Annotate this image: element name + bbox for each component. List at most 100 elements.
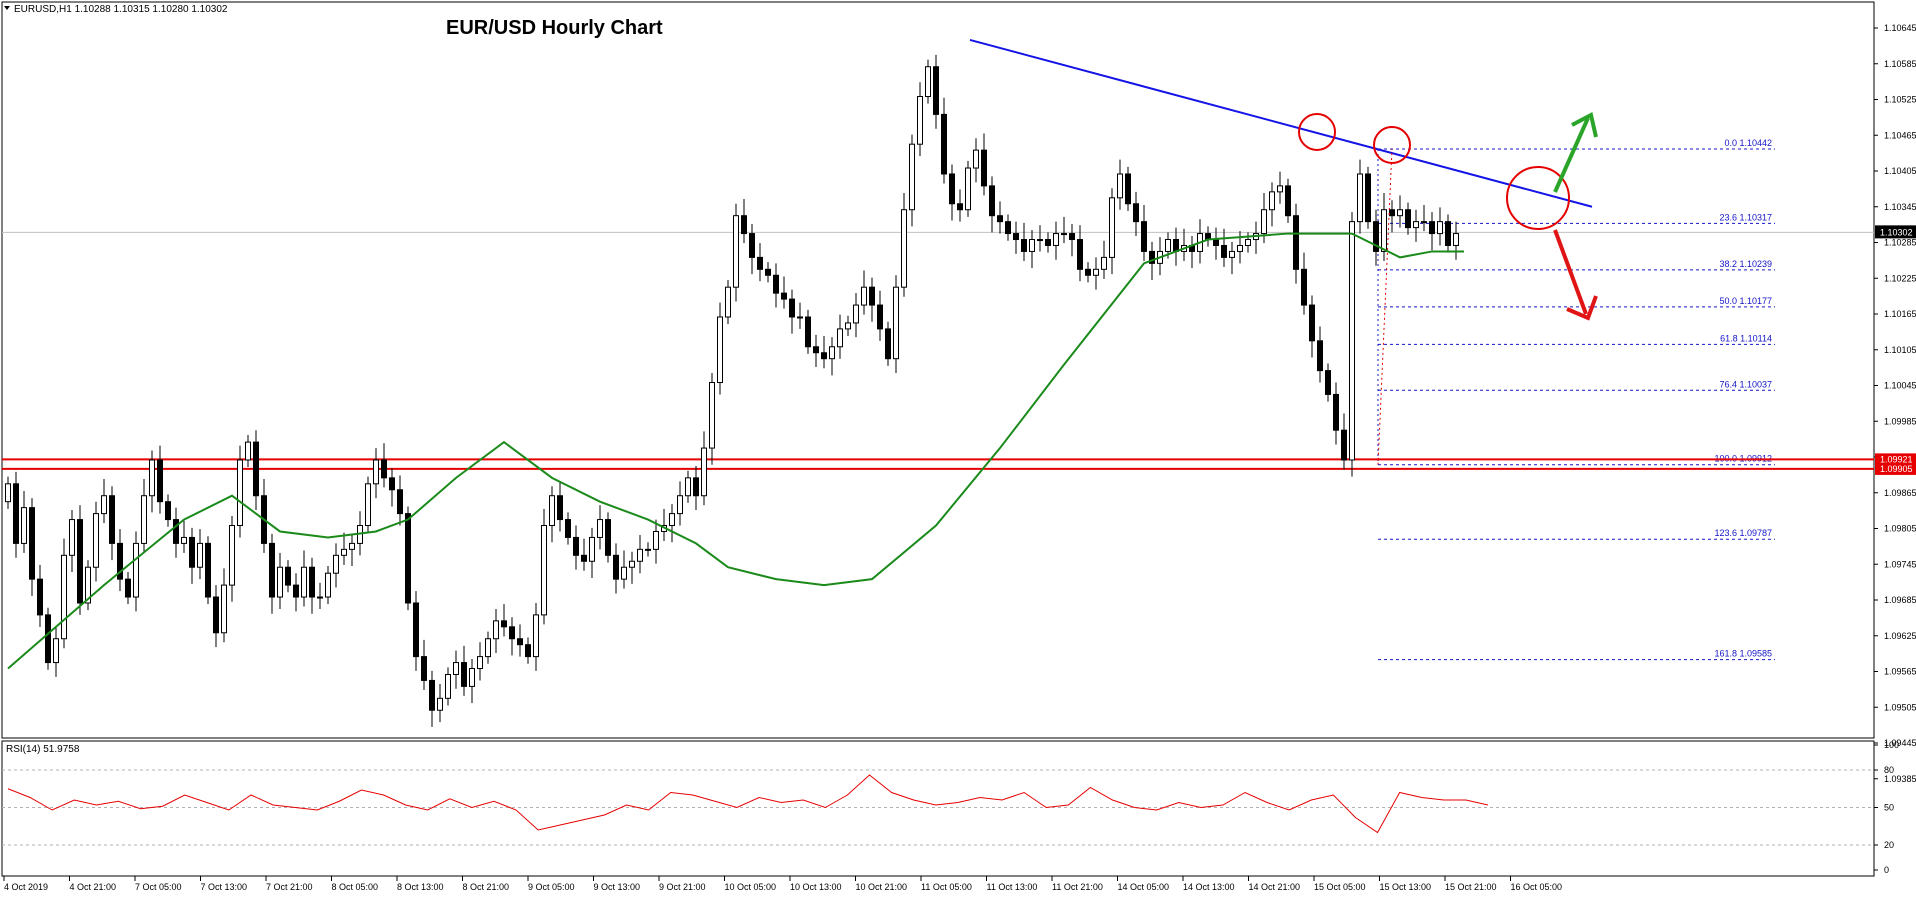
candle-body	[1373, 221, 1379, 252]
candle-body	[413, 602, 419, 658]
candle-body	[1349, 221, 1355, 461]
candle-body	[1005, 221, 1011, 235]
candle-body	[1245, 239, 1251, 246]
time-tick-label: 8 Oct 05:00	[332, 882, 379, 892]
candle-body	[85, 566, 91, 604]
candle-body	[1213, 239, 1219, 246]
current-price-label: 1.10302	[1880, 227, 1913, 237]
symbol-dropdown-icon[interactable]	[4, 6, 10, 10]
candle-body	[773, 274, 779, 294]
bullish-arrowhead	[1571, 112, 1598, 138]
candle-body	[101, 495, 107, 515]
candle-body	[709, 382, 715, 449]
time-tick-label: 9 Oct 21:00	[659, 882, 706, 892]
fib-level-label: 0.0 1.10442	[1724, 138, 1772, 148]
fib-level-label: 161.8 1.09585	[1714, 649, 1772, 659]
candle-body	[1325, 370, 1331, 395]
candle-body	[509, 626, 515, 640]
candle-body	[21, 507, 27, 544]
price-tick-label: 1.10285	[1884, 238, 1916, 248]
candle-body	[1021, 239, 1027, 252]
candle-body	[693, 477, 699, 497]
candle-body	[445, 673, 451, 699]
candle-body	[1341, 429, 1347, 461]
candle-body	[149, 459, 155, 497]
candle-body	[125, 578, 131, 598]
candle-body	[1013, 233, 1019, 241]
candle-body	[1093, 268, 1099, 276]
candle-body	[1453, 233, 1459, 246]
candle-body	[1309, 304, 1315, 342]
time-tick-label: 7 Oct 05:00	[135, 882, 182, 892]
candle-body	[477, 656, 483, 670]
candle-body	[901, 209, 907, 288]
candle-body	[77, 519, 83, 604]
candle-body	[1061, 233, 1067, 236]
candle-body	[589, 536, 595, 562]
candle-body	[1141, 221, 1147, 252]
candle-body	[973, 149, 979, 169]
candle-body	[653, 530, 659, 550]
candle-body	[853, 304, 859, 324]
price-tick-label: 1.10585	[1884, 59, 1916, 69]
candle-body	[989, 185, 995, 217]
candle-body	[309, 566, 315, 598]
candle-body	[1149, 250, 1155, 264]
candle-body	[453, 662, 459, 675]
candle-body	[221, 584, 227, 634]
candle-body	[1445, 221, 1451, 246]
candle-body	[717, 316, 723, 384]
rsi-label: RSI(14) 51.9758	[6, 744, 80, 755]
candle-body	[373, 459, 379, 485]
candle-body	[613, 554, 619, 580]
price-tick-label: 1.10645	[1884, 23, 1916, 33]
time-tick-label: 11 Oct 21:00	[1052, 882, 1103, 892]
candle-body	[877, 304, 883, 330]
time-tick-label: 14 Oct 13:00	[1183, 882, 1235, 892]
candle-body	[637, 548, 643, 562]
candle-body	[117, 542, 123, 580]
candle-body	[1069, 233, 1075, 241]
time-tick-label: 15 Oct 21:00	[1445, 882, 1497, 892]
candle-body	[37, 578, 43, 616]
candle-body	[181, 536, 187, 544]
candle-body	[669, 513, 675, 527]
candle-body	[29, 507, 35, 580]
time-tick-label: 7 Oct 13:00	[201, 882, 248, 892]
ma-line	[7, 232, 1464, 670]
candle-body	[1237, 244, 1243, 252]
rsi-line	[7, 774, 1489, 834]
time-tick-label: 7 Oct 21:00	[266, 882, 313, 892]
candle-body	[1037, 239, 1043, 242]
candle-body	[789, 298, 795, 318]
candle-body	[1437, 221, 1443, 235]
time-tick-label: 11 Oct 05:00	[921, 882, 972, 892]
fib-level-label: 76.4 1.10037	[1719, 379, 1772, 389]
support-label: 1.09905	[1880, 464, 1913, 474]
candle-body	[1333, 393, 1339, 431]
candle-body	[1405, 209, 1411, 229]
trendline	[969, 38, 1593, 208]
candle-body	[525, 644, 531, 658]
candle-body	[1165, 239, 1171, 252]
price-tick-label: 1.10405	[1884, 166, 1916, 176]
candle-body	[189, 536, 195, 568]
price-tick-label: 1.10345	[1884, 202, 1916, 212]
candle-body	[885, 328, 891, 360]
support-tag	[1875, 453, 1916, 466]
current-price-tag	[1875, 225, 1916, 239]
price-tick-label: 1.09625	[1884, 631, 1916, 641]
candle-body	[965, 167, 971, 211]
candle-body	[1101, 256, 1107, 270]
candle-body	[757, 256, 763, 270]
price-tick-label: 1.09445	[1884, 738, 1916, 748]
candle-body	[1117, 173, 1123, 199]
candle-body	[485, 638, 491, 658]
candle-body	[93, 513, 99, 568]
candle-body	[893, 286, 899, 360]
rsi-tick-label: 20	[1884, 840, 1894, 850]
candle-body	[733, 215, 739, 288]
candle-body	[781, 292, 787, 300]
